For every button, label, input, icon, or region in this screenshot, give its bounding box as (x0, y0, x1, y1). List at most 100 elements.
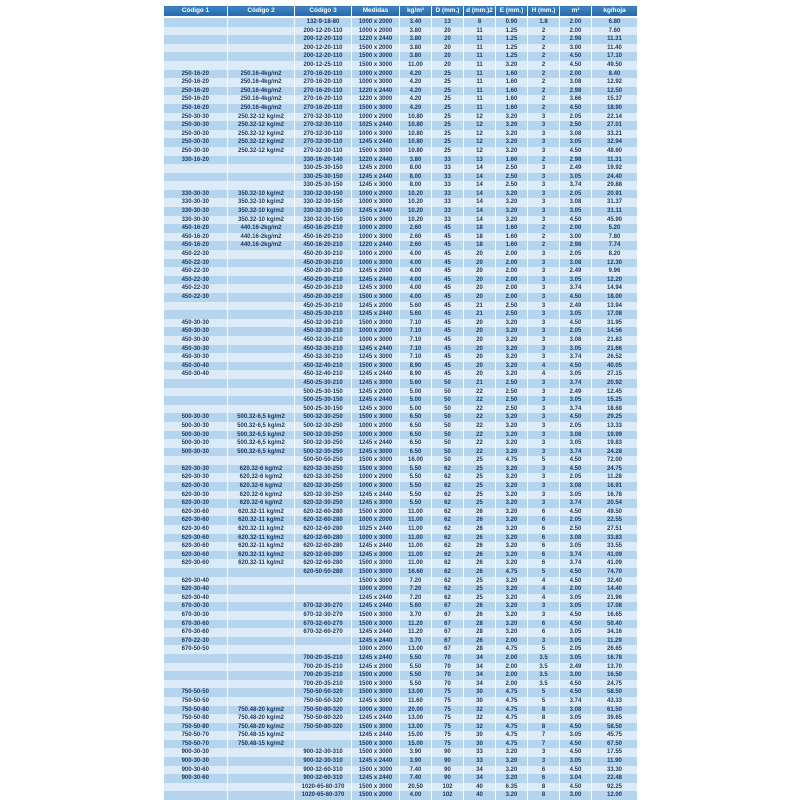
cell: 620-50-50-280 (294, 568, 352, 577)
cell: 3.20 (495, 482, 528, 491)
cell: 3.20 (495, 335, 528, 345)
cell: 3 (527, 610, 560, 620)
cell: 450-32-30-210 (294, 335, 352, 345)
cell: 11 (463, 69, 496, 79)
cell (227, 593, 295, 603)
cell: 5.60 (399, 301, 432, 311)
cell: 45.90 (591, 215, 638, 225)
cell: 450-25-30-210 (294, 310, 352, 319)
cell (163, 396, 228, 405)
cell: 20 (463, 318, 496, 328)
cell: 11 (463, 35, 496, 44)
cell (294, 731, 352, 740)
cell: 4.50 (559, 318, 592, 328)
cell: 3.5 (527, 653, 560, 663)
cell: 16.65 (591, 610, 638, 620)
cell: 500-32-30-250 (294, 430, 352, 440)
cell (163, 43, 228, 53)
cell: 3.05 (559, 714, 592, 723)
cell: 11.31 (591, 155, 638, 165)
cell: 4.50 (559, 568, 592, 577)
cell: 270-16-20-110 (294, 86, 352, 96)
cell: 16.00 (399, 456, 432, 465)
cell: 45 (431, 241, 464, 251)
cell: 330-16-20-140 (294, 155, 352, 165)
cell: 3 (527, 267, 560, 276)
cell: 13.00 (399, 688, 432, 697)
cell: 24.28 (591, 447, 638, 457)
table-row: 670-30-30 670-32-30-270 1500 x 3000 3.70 67 2… (163, 610, 638, 620)
cell: 6 (527, 774, 560, 783)
cell: 3.20 (495, 619, 528, 629)
table-row: 750-50-70 750.48-15 kg/m2 1245 x 2440 15.00… (163, 731, 638, 740)
table-row: 450-22-30 450-20-30-210 1245 x 2440 4.00 45 2… (163, 275, 638, 285)
table-row: 450-22-30 450-20-30-210 1245 x 2000 4.00 45 2… (163, 267, 638, 276)
cell: 14.40 (591, 585, 638, 594)
column-header: m² (559, 5, 592, 18)
cell: 29.88 (591, 181, 638, 190)
column-header: Código 3 (294, 5, 352, 18)
cell: 1.25 (495, 35, 528, 44)
cell: 3 (527, 421, 560, 431)
cell: 1220 x 2440 (351, 35, 400, 44)
cell: 62 (431, 593, 464, 603)
table-row: 900-30-30 900-32-30-310 1245 x 2440 3.90 90 3… (163, 757, 638, 766)
cell: 3.80 (399, 26, 432, 36)
cell (227, 335, 295, 345)
cell: 25 (463, 593, 496, 603)
cell: 3.20 (495, 499, 528, 508)
cell: 14.56 (591, 327, 638, 336)
cell: 3 (527, 602, 560, 611)
cell: 45.75 (591, 731, 638, 740)
table-row: 500-30-30 500.32-6,5 kg/m2 500-32-30-250 10… (163, 430, 638, 440)
cell: 2.00 (495, 653, 528, 663)
table-row: 250-16-20 250.16-4kg/m2 270-16-20-110 1000 … (163, 69, 638, 79)
cell: 500-32-30-250 (294, 421, 352, 431)
cell: 3 (527, 146, 560, 156)
table-row: 200-12-25-110 1500 x 3000 11.00 20 11 3.20 2 4.… (163, 60, 638, 70)
cell: 3 (527, 378, 560, 388)
cell: 3 (527, 318, 560, 328)
cell: 4.50 (559, 765, 592, 775)
cell: 250.32-12 kg/m2 (227, 112, 295, 122)
cell: 2 (527, 95, 560, 104)
cell: 19.92 (591, 164, 638, 173)
cell: 440.16-2kg/m2 (227, 232, 295, 242)
table-row: 450-30-40 450-32-40-210 1500 x 3000 8.90 45 2… (163, 361, 638, 371)
table-body: 132-9-18-80 1000 x 2000 3.40 13 8 0.90 1.8 2.00… (163, 17, 638, 800)
cell: 3.20 (495, 610, 528, 620)
cell: 7.10 (399, 327, 432, 336)
cell: 22.55 (591, 516, 638, 526)
cell (227, 275, 295, 285)
cell (227, 250, 295, 259)
table-row: 450-30-30 450-32-30-210 1245 x 3000 7.10 45 2… (163, 353, 638, 362)
table-row: 250-16-20 250.16-4kg/m2 270-16-20-110 1220 … (163, 86, 638, 96)
cell (227, 172, 295, 182)
table-header-row: Código 1 Código 2 Código 3 Medidas kg/m² D (m… (163, 5, 638, 18)
cell: 10.20 (399, 207, 432, 216)
cell: 50 (431, 456, 464, 465)
cell: 330-16-20 (163, 155, 228, 165)
column-header: H (mm.) (527, 5, 560, 18)
cell: 21.96 (591, 593, 638, 603)
cell: 1000 x 3000 (351, 482, 400, 491)
cell: 4.00 (399, 267, 432, 276)
cell: 34 (463, 679, 496, 689)
cell: 58.50 (591, 688, 638, 697)
cell: 10.20 (399, 215, 432, 225)
cell: 1245 x 2440 (351, 636, 400, 646)
cell: 45 (431, 232, 464, 242)
cell: 3 (527, 215, 560, 225)
cell: 620-32-60-280 (294, 507, 352, 517)
cell: 26 (463, 559, 496, 568)
cell: 20.91 (591, 189, 638, 199)
cell: 22 (463, 439, 496, 448)
cell (163, 404, 228, 414)
cell: 17.08 (591, 602, 638, 611)
cell (227, 645, 295, 654)
cell: 620-32-30-250 (294, 482, 352, 491)
cell: 32 (463, 705, 496, 715)
cell: 250-30-30 (163, 146, 228, 156)
table-row: 500-30-30 500.32-6,5 kg/m2 500-32-30-250 10… (163, 421, 638, 431)
cell: 3.90 (399, 748, 432, 758)
